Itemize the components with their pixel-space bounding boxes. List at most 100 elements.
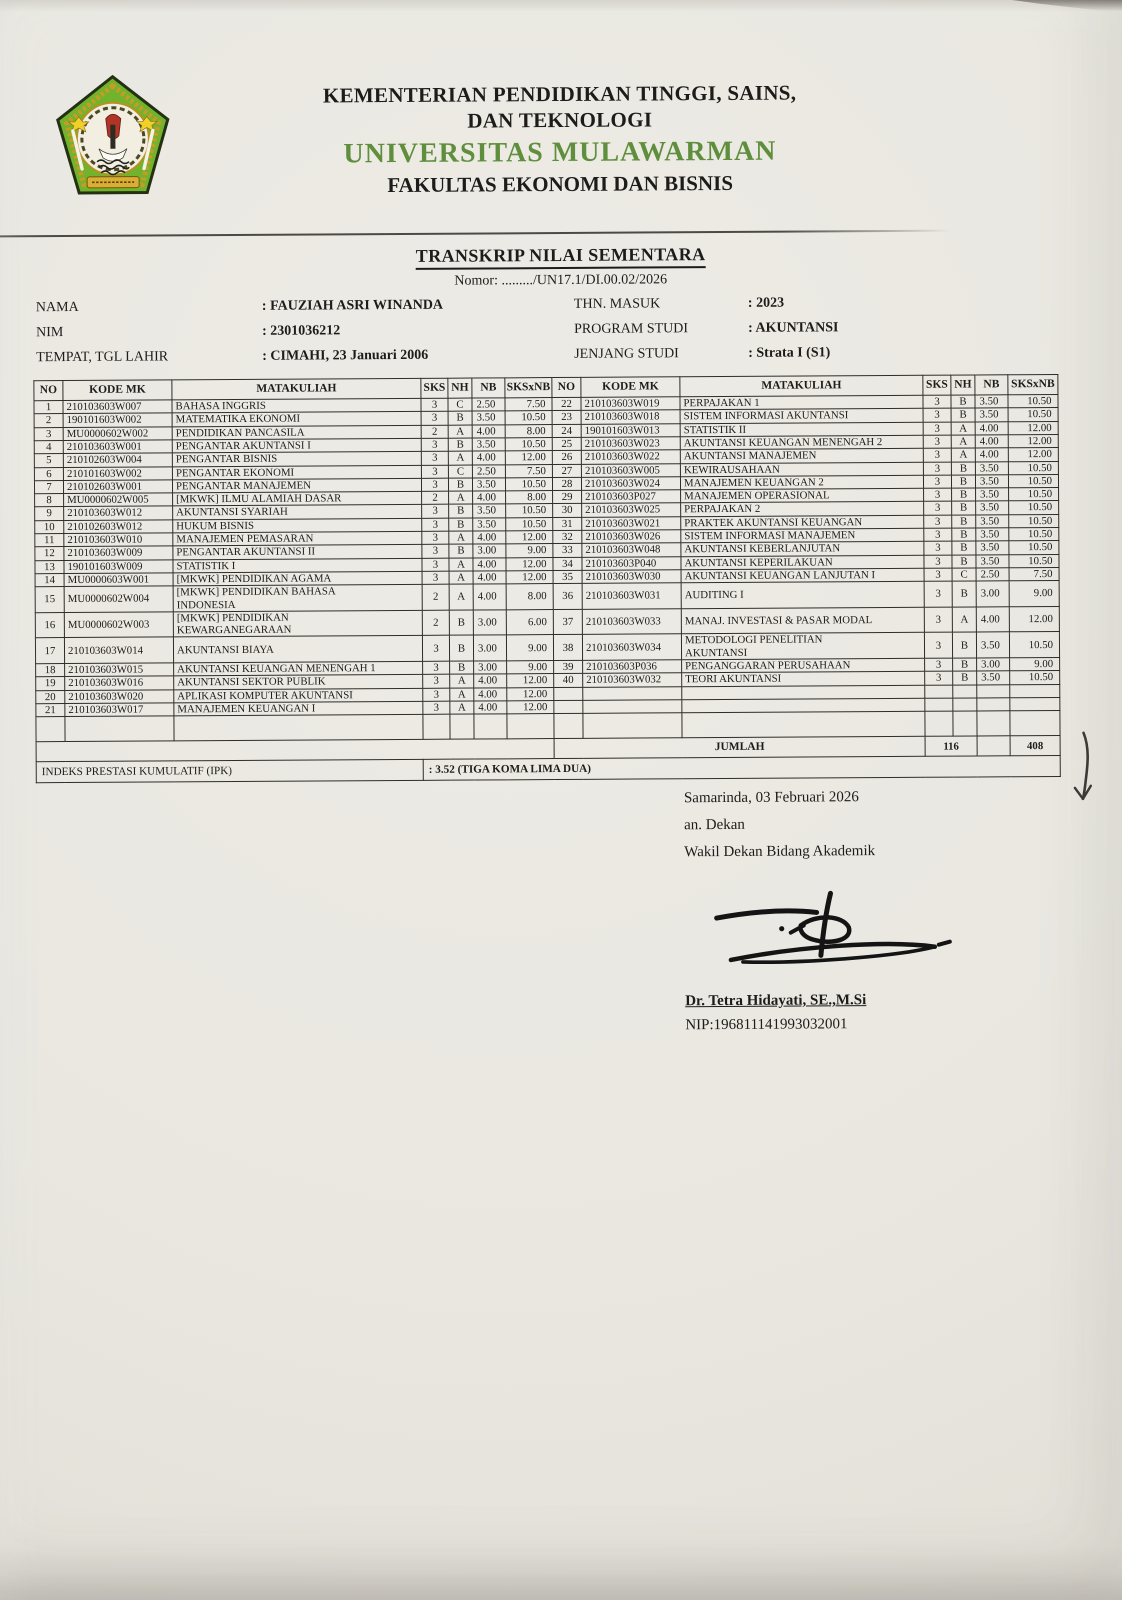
course-code: 210103603W022 (581, 450, 681, 464)
sks-value: 3 (421, 531, 449, 545)
course-code: 210103603W018 (581, 410, 681, 425)
course-code: 210103603W030 (582, 569, 682, 584)
grade-weight: 2.50 (471, 397, 506, 412)
sks-times-nb: 12.00 (1008, 447, 1059, 462)
course-name: METODOLOGI PENELITIAN AKUNTANSI (681, 632, 925, 660)
faculty-name: FAKULTAS EKONOMI DAN BISNIS (387, 171, 734, 198)
spacer-cell (64, 716, 175, 742)
sks-times-nb: 10.50 (505, 437, 553, 452)
course-code: 210103603W033 (582, 608, 682, 635)
entry-year-value: : 2023 (747, 295, 785, 311)
row-number: 16 (35, 612, 65, 639)
column-header: NB (471, 377, 505, 399)
grade-letter: B (448, 544, 473, 558)
nim-label: NIM (36, 325, 64, 341)
grade-weight: 3.50 (975, 527, 1009, 542)
sks-times-nb: 7.50 (505, 464, 553, 478)
course-code: 210103603W032 (582, 673, 682, 688)
grade-weight: 3.00 (473, 635, 507, 662)
university-name: UNIVERSITAS MULAWARMAN (343, 135, 777, 170)
grade-weight: 3.50 (976, 671, 1010, 685)
grade-weight: 3.50 (472, 517, 506, 532)
course-code: 210103603W048 (581, 543, 681, 558)
sks-value: 3 (422, 701, 450, 715)
course-code: MU0000603W001 (64, 572, 174, 587)
entry-year-label: THN. MASUK (573, 296, 661, 312)
sks-value: 3 (923, 448, 952, 462)
sks-times-nb: 12.00 (506, 673, 554, 688)
sks-value: 3 (924, 632, 953, 659)
course-code: 210102603W001 (63, 479, 173, 494)
row-number: 26 (552, 450, 582, 465)
row-number: 19 (35, 676, 65, 691)
grade-weight: 3.50 (975, 474, 1009, 489)
sks-value: 3 (421, 557, 450, 572)
grade-letter: B (951, 514, 976, 529)
letterhead: KEMENTERIAN PENDIDIKAN TINGGI, SAINS, DA… (0, 79, 1121, 202)
row-number: 2 (34, 413, 64, 428)
sks-value: 3 (922, 395, 952, 409)
grade-letter: A (448, 424, 473, 439)
row-number: 13 (34, 560, 65, 574)
grade-letter: A (951, 421, 976, 436)
course-code: 210103603W023 (581, 436, 681, 451)
row-number: 9 (34, 507, 64, 521)
column-header: NO (33, 380, 63, 401)
sks-times-nb: 9.00 (1009, 657, 1060, 672)
sks-times-nb: 10.50 (1008, 474, 1059, 488)
sks-value: 2 (422, 584, 450, 611)
grade-weight: 4.00 (472, 491, 506, 505)
row-number: 4 (34, 440, 64, 455)
document-number: Nomor: ........./UN17.1/DI.00.02/2026 (454, 272, 668, 289)
row-number: 11 (34, 533, 64, 548)
sks-value: 3 (422, 635, 450, 662)
sks-value: 3 (421, 411, 449, 426)
grade-weight: 3.50 (974, 394, 1009, 409)
course-code: 210103603P040 (581, 556, 682, 571)
course-code: 210103603W026 (581, 529, 681, 544)
sks-times-nb: 10.50 (1008, 407, 1059, 422)
signer-nip: NIP:196811141993032001 (685, 1016, 848, 1034)
student-info: NAMA : FAUZIAH ASRI WINANDA THN. MASUK :… (36, 294, 1088, 366)
sks-times-nb: 10.50 (1008, 514, 1059, 528)
sks-value: 3 (923, 554, 953, 569)
grade-letter: B (950, 395, 976, 409)
sks-times-nb: 8.00 (505, 490, 553, 505)
grade-weight: 3.50 (976, 632, 1010, 659)
sks-value: 3 (924, 581, 953, 608)
sks-value: 3 (923, 528, 952, 542)
course-code: 210103603P027 (581, 489, 681, 504)
course-code: 210102603W004 (63, 453, 173, 468)
spacer-cell (449, 714, 475, 740)
grade-letter: B (951, 461, 976, 476)
sks-value: 3 (923, 501, 952, 516)
course-code: 190101603W009 (63, 559, 174, 574)
grade-letter: A (951, 448, 976, 462)
sks-times-nb: 12.00 (505, 557, 554, 571)
grade-letter: A (951, 434, 976, 449)
sks-times-nb: 9.00 (1009, 580, 1060, 607)
sks-value: 3 (422, 687, 450, 702)
column-header: SKS (922, 375, 951, 396)
document-title: TRANSKRIP NILAI SEMENTARA (415, 244, 706, 270)
grade-weight: 4.00 (975, 421, 1009, 435)
row-number: 27 (552, 463, 582, 478)
sks-value (924, 684, 953, 699)
sks-value: 3 (422, 661, 450, 675)
course-code: 210103603W021 (581, 516, 681, 531)
jumlah-label: JUMLAH (554, 736, 926, 759)
sks-value: 3 (421, 544, 449, 559)
signer-role: Wakil Dekan Bidang Akademik (684, 843, 876, 861)
spacer-cell (35, 716, 66, 742)
row-number: 39 (553, 660, 583, 674)
row-number: 14 (35, 573, 65, 587)
grade-letter: B (951, 408, 976, 422)
grade-weight: 2.50 (976, 567, 1010, 582)
grade-letter: B (449, 609, 474, 636)
course-name: AKUNTANSI BIAYA (173, 635, 423, 663)
grade-letter: B (952, 632, 977, 659)
column-header: SKSxNB (504, 377, 552, 398)
grade-letter (952, 697, 977, 712)
sks-times-nb: 10.50 (505, 517, 553, 531)
jumlah-total-sksxnb: 408 (1010, 735, 1061, 756)
